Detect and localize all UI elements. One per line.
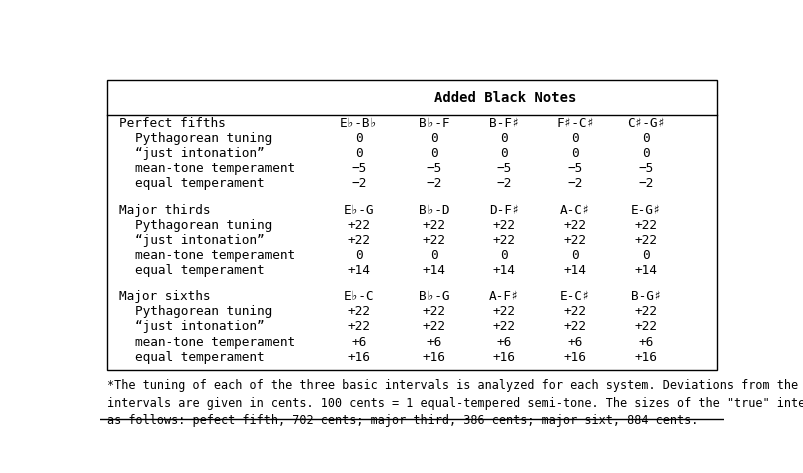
Text: +6: +6 [351,335,366,349]
Text: as follows: pefect fifth, 702 cents; major third, 386 cents; major sixt, 884 cen: as follows: pefect fifth, 702 cents; maj… [107,414,697,427]
Text: Pythagorean tuning: Pythagorean tuning [135,306,271,318]
Text: 0: 0 [355,249,362,262]
Text: A-F♯: A-F♯ [488,290,519,303]
Text: +22: +22 [563,321,586,333]
Text: “just intonation”: “just intonation” [135,321,264,333]
Text: Pythagorean tuning: Pythagorean tuning [135,132,271,145]
Text: 0: 0 [355,132,362,145]
Text: +6: +6 [567,335,582,349]
Text: 0: 0 [499,147,507,160]
Text: +22: +22 [492,306,515,318]
Text: +22: +22 [492,321,515,333]
Text: +14: +14 [492,264,515,277]
Text: +22: +22 [347,219,370,232]
Text: mean-tone temperament: mean-tone temperament [135,162,295,175]
Text: +14: +14 [634,264,657,277]
Text: +22: +22 [422,219,445,232]
Text: 0: 0 [430,249,437,262]
Text: B♭-F: B♭-F [418,117,449,130]
Text: +22: +22 [563,219,586,232]
Text: 0: 0 [499,249,507,262]
Text: E-C♯: E-C♯ [560,290,590,303]
Text: +14: +14 [422,264,445,277]
Text: equal temperament: equal temperament [135,177,264,190]
Text: +16: +16 [634,350,657,364]
Text: +22: +22 [492,219,515,232]
Text: 0: 0 [430,132,437,145]
Text: “just intonation”: “just intonation” [135,147,264,160]
Text: −2: −2 [351,177,366,190]
Text: +22: +22 [347,306,370,318]
Text: equal temperament: equal temperament [135,350,264,364]
Text: −5: −5 [351,162,366,175]
Text: C♯-G♯: C♯-G♯ [626,117,665,130]
Text: +22: +22 [422,321,445,333]
Text: B♭-D: B♭-D [418,203,449,217]
Text: +14: +14 [563,264,586,277]
Text: 0: 0 [642,147,650,160]
Text: F♯-C♯: F♯-C♯ [556,117,593,130]
Text: +16: +16 [563,350,586,364]
Text: Pythagorean tuning: Pythagorean tuning [135,219,271,232]
Text: +22: +22 [347,234,370,247]
Text: +16: +16 [422,350,445,364]
Text: “just intonation”: “just intonation” [135,234,264,247]
Text: +22: +22 [422,234,445,247]
Text: A-C♯: A-C♯ [560,203,590,217]
Text: Added Black Notes: Added Black Notes [434,91,576,105]
Text: B♭-G: B♭-G [418,290,449,303]
Text: *The tuning of each of the three basic intervals is analyzed for each system. De: *The tuning of each of the three basic i… [107,379,803,392]
Text: 0: 0 [642,249,650,262]
Text: Perfect fifths: Perfect fifths [119,117,226,130]
Text: −5: −5 [426,162,441,175]
Text: mean-tone temperament: mean-tone temperament [135,249,295,262]
Text: 0: 0 [642,132,650,145]
Text: +22: +22 [634,306,657,318]
Text: E♭-G: E♭-G [344,203,374,217]
Text: −2: −2 [426,177,441,190]
Text: E♭-B♭: E♭-B♭ [340,117,377,130]
Text: +22: +22 [347,321,370,333]
Text: +22: +22 [634,219,657,232]
Text: +16: +16 [347,350,370,364]
FancyBboxPatch shape [107,80,716,370]
Text: 0: 0 [499,132,507,145]
Text: E-G♯: E-G♯ [630,203,661,217]
Text: −2: −2 [496,177,512,190]
Text: D-F♯: D-F♯ [488,203,519,217]
Text: +6: +6 [638,335,653,349]
Text: +6: +6 [426,335,441,349]
Text: 0: 0 [430,147,437,160]
Text: +22: +22 [492,234,515,247]
Text: +22: +22 [563,306,586,318]
Text: 0: 0 [571,249,578,262]
Text: 0: 0 [571,132,578,145]
Text: +14: +14 [347,264,370,277]
Text: +16: +16 [492,350,515,364]
Text: Major sixths: Major sixths [119,290,210,303]
Text: +6: +6 [496,335,512,349]
Text: B-F♯: B-F♯ [488,117,519,130]
Text: −2: −2 [567,177,582,190]
Text: 0: 0 [571,147,578,160]
Text: E♭-C: E♭-C [344,290,374,303]
Text: +22: +22 [634,321,657,333]
Text: Major thirds: Major thirds [119,203,210,217]
Text: mean-tone temperament: mean-tone temperament [135,335,295,349]
Text: +22: +22 [563,234,586,247]
Text: −5: −5 [638,162,653,175]
Text: −5: −5 [496,162,512,175]
Text: B-G♯: B-G♯ [630,290,661,303]
Text: 0: 0 [355,147,362,160]
Text: intervals are given in cents. 100 cents = 1 equal-tempered semi-tone. The sizes : intervals are given in cents. 100 cents … [107,396,803,410]
Text: +22: +22 [634,234,657,247]
Text: −2: −2 [638,177,653,190]
Text: +22: +22 [422,306,445,318]
Text: equal temperament: equal temperament [135,264,264,277]
Text: −5: −5 [567,162,582,175]
